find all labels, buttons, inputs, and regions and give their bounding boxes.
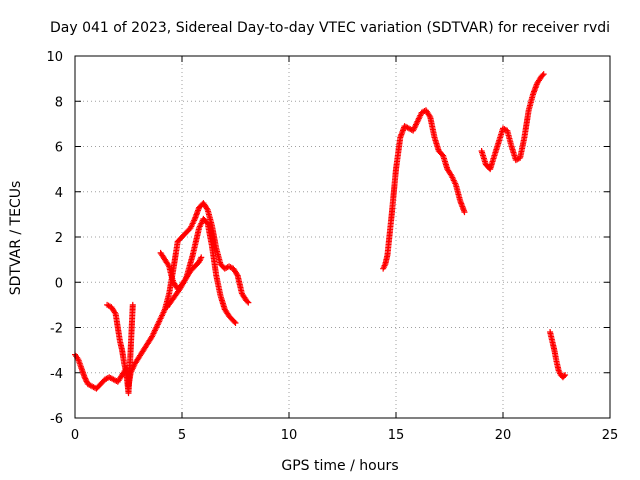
data-point [461, 209, 468, 216]
y-tick-label: -6 [50, 412, 63, 427]
chart-title: Day 041 of 2023, Sidereal Day-to-day VTE… [50, 20, 610, 36]
data-point [244, 298, 251, 305]
y-tick-label: 6 [55, 141, 63, 156]
x-axis-label: GPS time / hours [281, 458, 398, 474]
series-arc-6 [478, 71, 547, 173]
data-point [82, 375, 89, 382]
data-point [562, 372, 569, 379]
x-tick-label: 0 [71, 428, 79, 443]
plot-frame [74, 55, 611, 419]
data-point [203, 205, 210, 212]
y-tick-label: 0 [55, 276, 63, 291]
data-point [233, 271, 240, 278]
data-point [540, 71, 547, 78]
y-tick-label: 2 [55, 231, 63, 246]
data-point [83, 378, 90, 385]
data-point [198, 254, 205, 261]
x-tick-label: 20 [495, 428, 512, 443]
data-point [81, 374, 88, 381]
data-point [82, 376, 89, 383]
data-point [129, 301, 136, 308]
data-points [72, 71, 569, 397]
series-arc-2 [104, 301, 136, 397]
x-tick-label: 5 [178, 428, 186, 443]
series-arc-4 [164, 215, 239, 326]
y-tick-label: 8 [55, 95, 63, 110]
y-tick-label: 4 [55, 186, 63, 201]
data-point [560, 373, 567, 380]
data-point [203, 219, 210, 226]
axis-ticks: 0 5 10 15 20 25 -6 -4 -2 0 2 4 6 8 10 [46, 50, 618, 443]
data-point [539, 72, 546, 79]
y-tick-label: -2 [50, 322, 63, 337]
data-point [231, 318, 238, 325]
data-point [165, 262, 172, 269]
series-arc-1 [72, 200, 252, 392]
y-tick-label: 10 [46, 50, 63, 65]
data-point [111, 309, 118, 316]
series-arc-5 [380, 107, 468, 272]
x-tick-label: 10 [281, 428, 298, 443]
y-tick-label: -4 [50, 367, 63, 382]
x-tick-label: 25 [602, 428, 619, 443]
data-point [232, 319, 239, 326]
series-arc-7 [547, 329, 569, 381]
y-axis-label: SDTVAR / TECUs [8, 181, 24, 296]
data-point [245, 299, 252, 306]
data-point [426, 112, 433, 119]
x-tick-label: 15 [388, 428, 405, 443]
